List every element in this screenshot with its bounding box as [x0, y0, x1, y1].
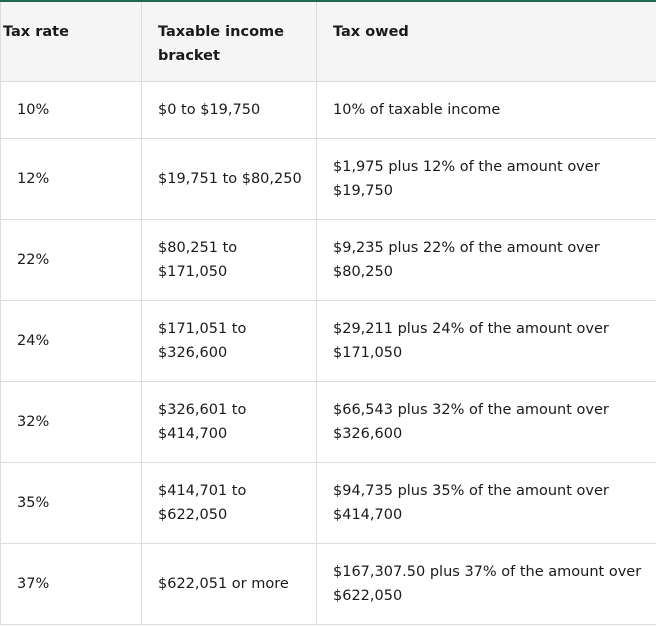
table-cell: 32% [0, 380, 142, 463]
table-cell: $80,251 to $171,050 [141, 218, 317, 301]
table-row: 37% $622,051 or more $167,307.50 plus 37% … [0, 542, 656, 625]
header-cell: Tax owed [316, 0, 656, 82]
table-cell: 24% [0, 299, 142, 382]
table-cell: $171,051 to $326,600 [141, 299, 317, 382]
table-row: 35% $414,701 to $622,050 $94,735 plus 35% … [0, 461, 656, 544]
table-cell: 12% [0, 137, 142, 220]
table-cell: 22% [0, 218, 142, 301]
header-cell: Tax rate [0, 0, 142, 82]
table-cell: $29,211 plus 24% of the amount over $171… [316, 299, 656, 382]
table-cell: 35% [0, 461, 142, 544]
table-row: 12% $19,751 to $80,250 $1,975 plus 12% of … [0, 137, 656, 220]
table-cell: $19,751 to $80,250 [141, 137, 317, 220]
table-cell: $0 to $19,750 [141, 80, 317, 139]
table-cell: $326,601 to $414,700 [141, 380, 317, 463]
table-cell: $66,543 plus 32% of the amount over $326… [316, 380, 656, 463]
table-cell: $167,307.50 plus 37% of the amount over … [316, 542, 656, 625]
table-cell: $94,735 plus 35% of the amount over $414… [316, 461, 656, 544]
table-row: 24% $171,051 to $326,600 $29,211 plus 24% … [0, 299, 656, 382]
table-row: 22% $80,251 to $171,050 $9,235 plus 22% of… [0, 218, 656, 301]
table-row: 32% $326,601 to $414,700 $66,543 plus 32% … [0, 380, 656, 463]
table-cell: $622,051 or more [141, 542, 317, 625]
header-row: Tax rate Taxable income bracket Tax owed [0, 0, 656, 82]
table-cell: 37% [0, 542, 142, 625]
table-header: Tax rate Taxable income bracket Tax owed [0, 0, 656, 82]
table-body: 10% $0 to $19,750 10% of taxable income 12%… [0, 80, 656, 625]
table-cell: 10% [0, 80, 142, 139]
table-cell: $414,701 to $622,050 [141, 461, 317, 544]
table-cell: $9,235 plus 22% of the amount over $80,2… [316, 218, 656, 301]
header-cell: Taxable income bracket [141, 0, 317, 82]
table-cell: $1,975 plus 12% of the amount over $19,7… [316, 137, 656, 220]
table-row: 10% $0 to $19,750 10% of taxable income [0, 80, 656, 139]
table-cell: 10% of taxable income [316, 80, 656, 139]
